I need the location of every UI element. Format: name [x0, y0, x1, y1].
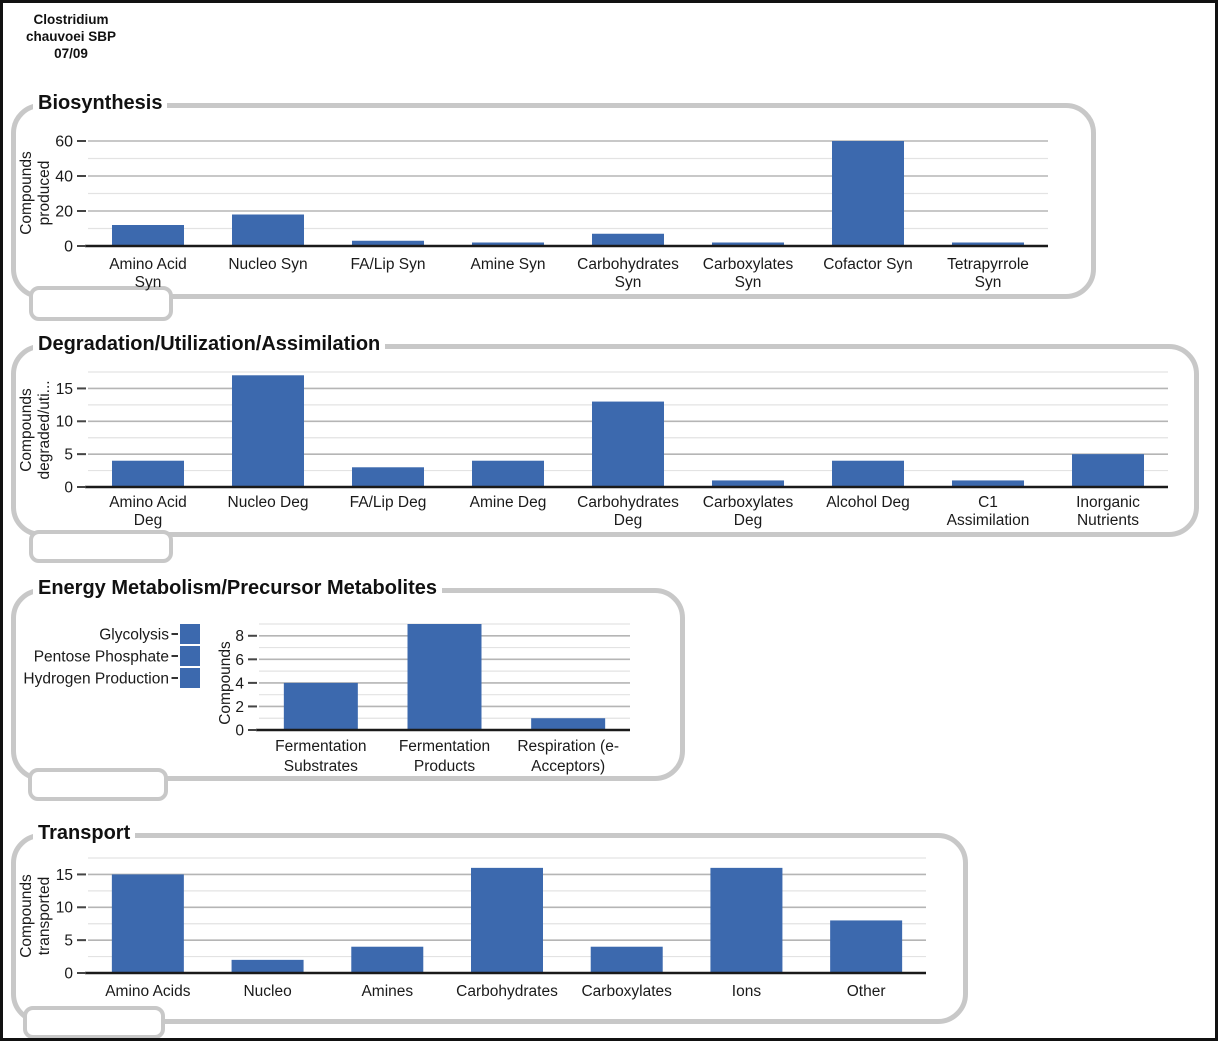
panel-biosynthesis-title: Biosynthesis [33, 90, 168, 116]
panel-degradation [11, 344, 1199, 537]
panel-biosynthesis [11, 103, 1096, 299]
panel-transport-tab [23, 1006, 165, 1038]
panel-degradation-title: Degradation/Utilization/Assimilation [33, 331, 386, 357]
panel-transport-title: Transport [33, 820, 136, 846]
organism-header: Clostridium chauvoei SBP 07/09 [15, 11, 127, 62]
organism-strain-line: 07/09 [54, 46, 88, 61]
panel-transport [11, 833, 968, 1024]
organism-name-line1: Clostridium [33, 12, 109, 27]
panel-degradation-tab [29, 530, 173, 563]
panel-energy-metabolism-tab [28, 768, 168, 801]
organism-name-line2: chauvoei SBP [25, 29, 117, 44]
panel-energy-metabolism-title: Energy Metabolism/Precursor Metabolites [33, 575, 443, 601]
panel-biosynthesis-tab [29, 286, 173, 321]
panel-energy-metabolism [11, 588, 685, 781]
